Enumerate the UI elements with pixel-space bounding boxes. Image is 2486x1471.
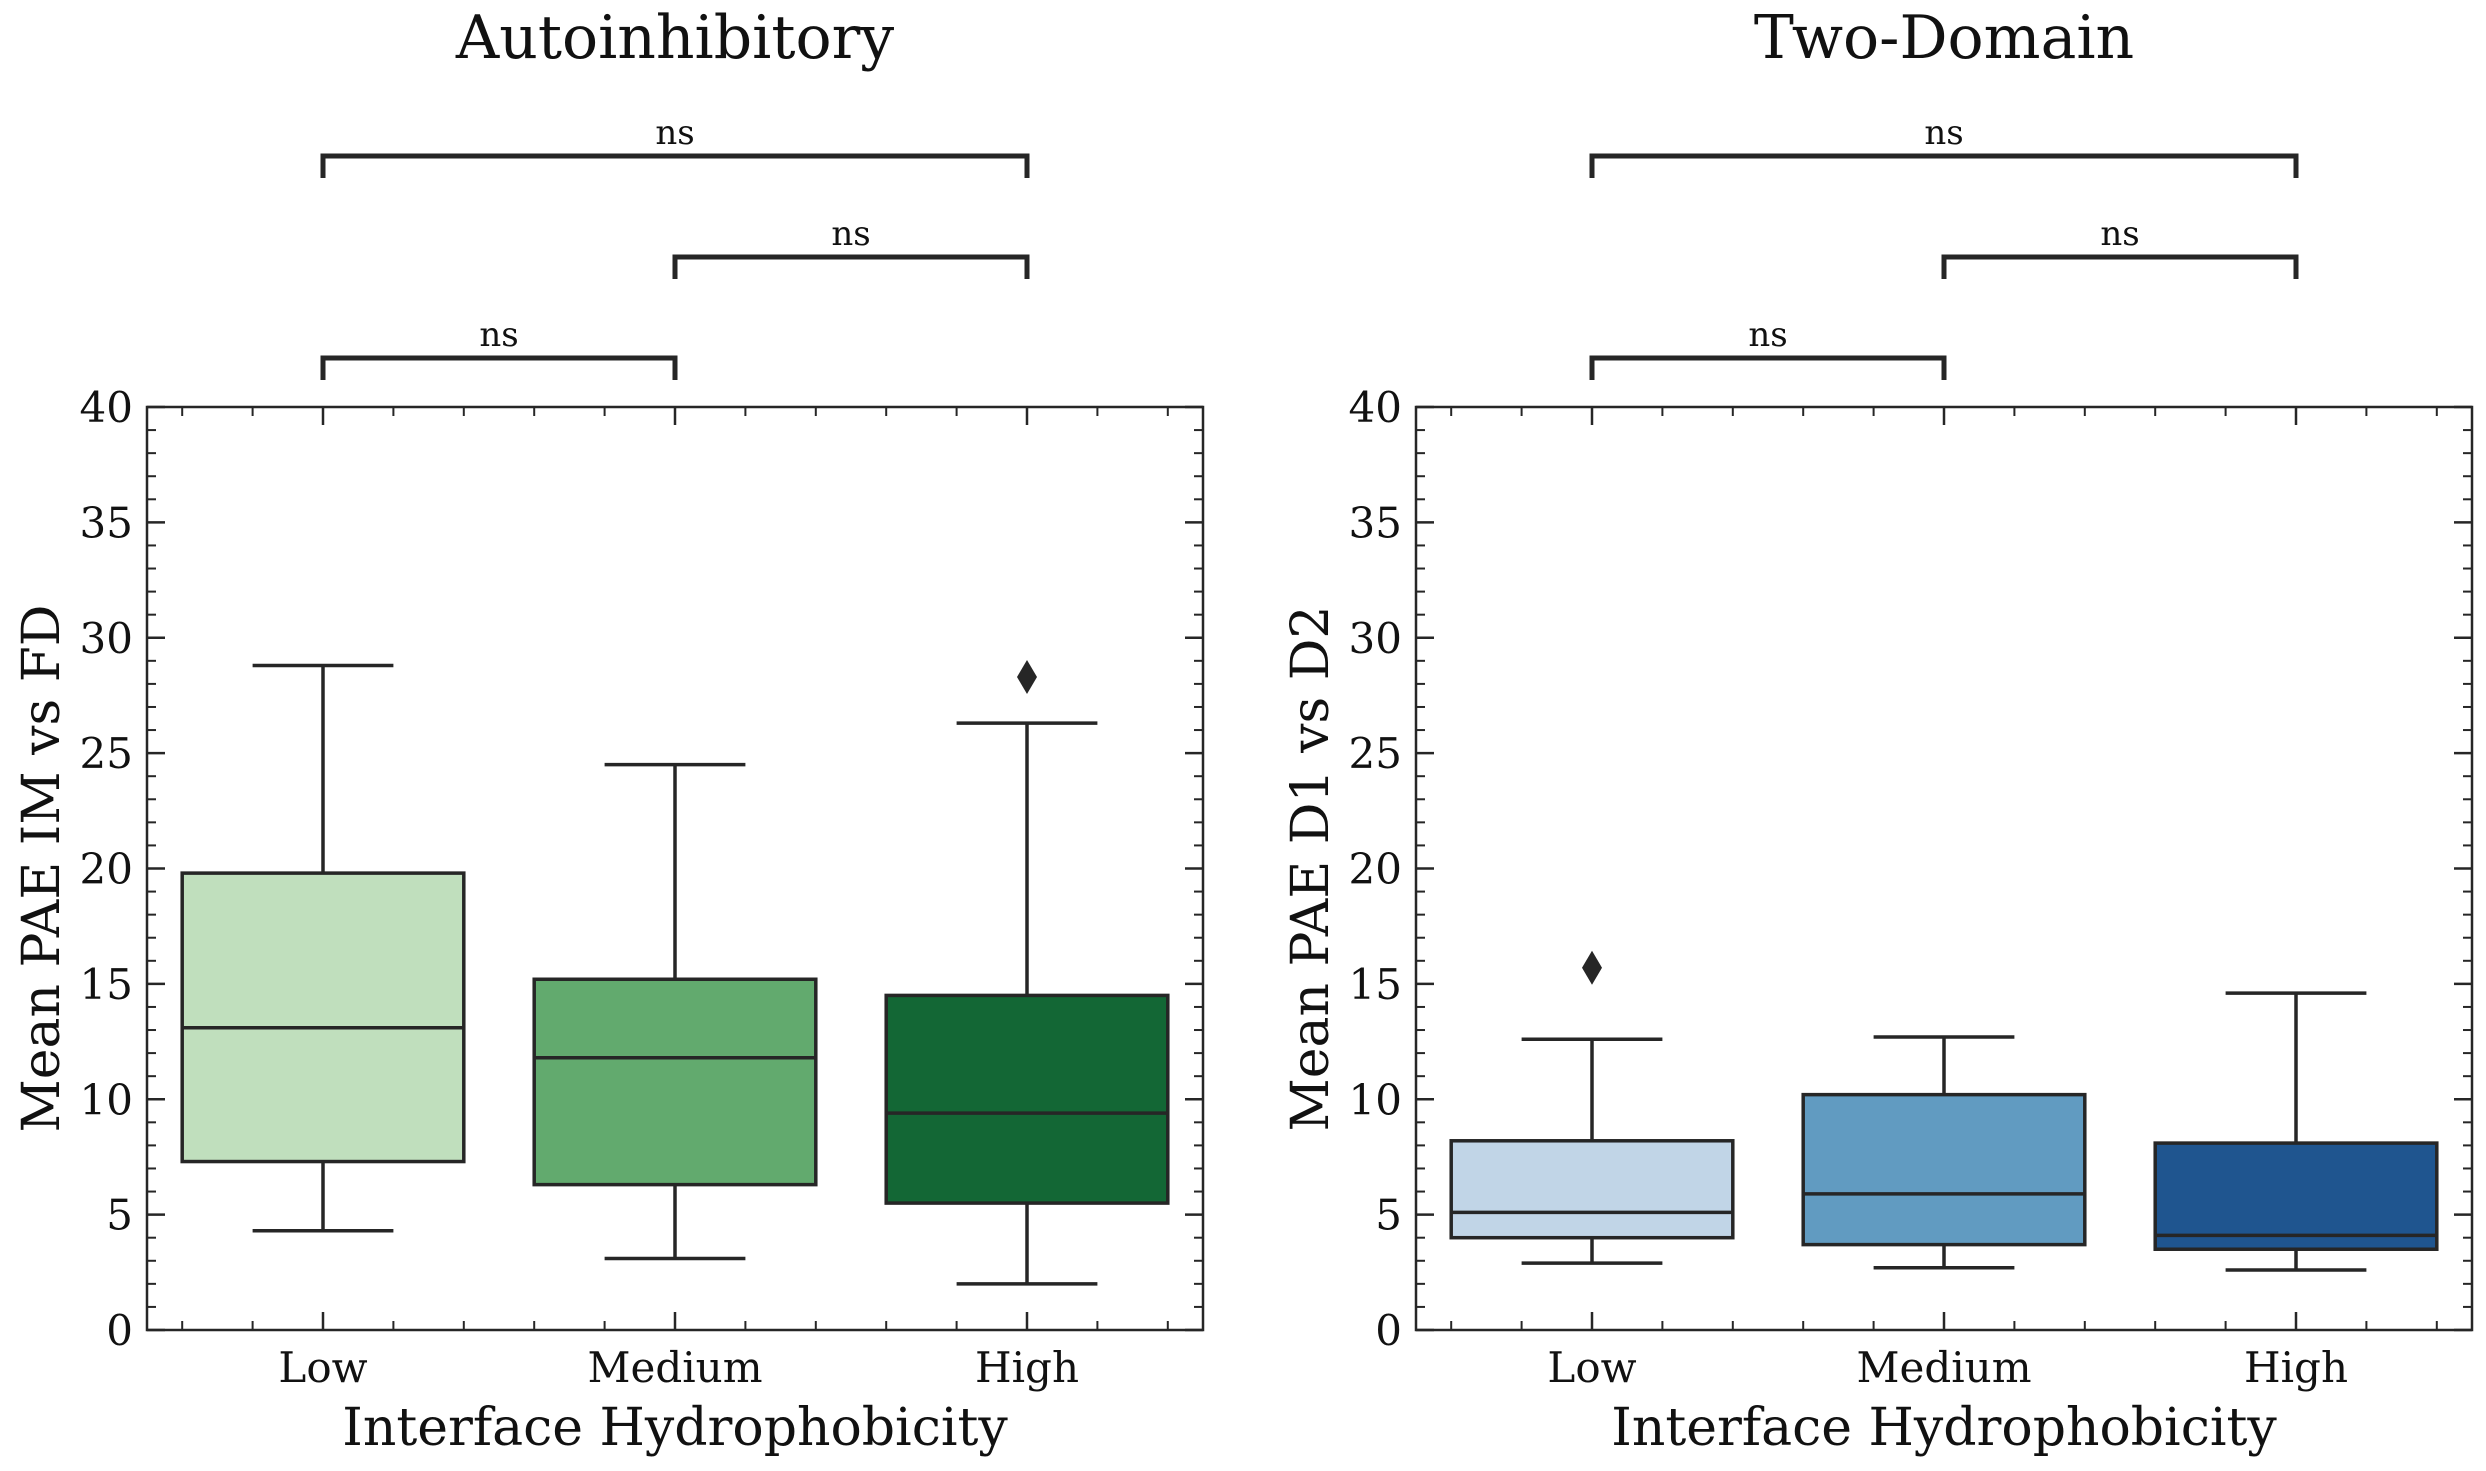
box-high [884, 659, 1170, 1286]
y-axis-label: Mean PAE IM vs FD [12, 605, 72, 1133]
box-iqr [1449, 1139, 1735, 1240]
y-tick-label: 35 [1349, 498, 1402, 547]
y-tick-label: 0 [106, 1306, 133, 1355]
significance-bracket [1589, 153, 2299, 178]
x-tick-label: Low [1547, 1343, 1636, 1392]
y-tick-label: 30 [1349, 614, 1402, 663]
box-iqr [1801, 1092, 2087, 1247]
significance-bracket [1941, 254, 2299, 279]
significance-bracket [1589, 355, 1947, 380]
significance-label: ns [655, 113, 694, 153]
panel-title: Autoinhibitory [455, 3, 894, 73]
significance-bracket [320, 355, 678, 380]
x-axis-label: Interface Hydrophobicity [342, 1398, 1008, 1458]
significance-label: ns [2100, 214, 2139, 254]
box-iqr [2153, 1141, 2439, 1251]
y-tick-label: 15 [80, 960, 133, 1009]
box-low [1449, 950, 1735, 1265]
y-tick-label: 35 [80, 498, 133, 547]
y-tick-label: 0 [1375, 1306, 1402, 1355]
outlier-marker [1017, 659, 1037, 694]
box-medium [532, 762, 818, 1261]
y-tick-label: 5 [1375, 1191, 1402, 1240]
x-axis-label: Interface Hydrophobicity [1611, 1398, 2277, 1458]
x-tick-label: High [975, 1343, 1079, 1392]
y-tick-label: 40 [80, 383, 133, 432]
significance-label: ns [479, 315, 518, 355]
y-tick-label: 20 [1349, 845, 1402, 894]
significance-bracket [320, 153, 1030, 178]
box-high [2153, 991, 2439, 1272]
y-tick-label: 25 [80, 729, 133, 778]
y-tick-label: 20 [80, 845, 133, 894]
y-tick-label: 30 [80, 614, 133, 663]
box-low [180, 663, 466, 1233]
y-tick-label: 25 [1349, 729, 1402, 778]
x-tick-label: Medium [1856, 1343, 2031, 1392]
x-tick-label: High [2244, 1343, 2348, 1392]
box-iqr [532, 977, 818, 1187]
y-axis-label: Mean PAE D1 vs D2 [1281, 606, 1341, 1132]
panel-two-domain: Two-Domain Interface Hydrophobicity Mean… [1281, 3, 2474, 1458]
x-tick-label: Medium [587, 1343, 762, 1392]
y-tick-label: 40 [1349, 383, 1402, 432]
significance-label: ns [1924, 113, 1963, 153]
y-tick-label: 5 [106, 1191, 133, 1240]
y-tick-label: 10 [1349, 1075, 1402, 1124]
significance-label: ns [1748, 315, 1787, 355]
panel-title: Two-Domain [1754, 3, 2134, 73]
y-tick-label: 10 [80, 1075, 133, 1124]
box-iqr [180, 871, 466, 1164]
box-iqr [884, 993, 1170, 1205]
significance-label: ns [831, 214, 870, 254]
y-tick-label: 15 [1349, 960, 1402, 1009]
box-medium [1801, 1035, 2087, 1270]
outlier-marker [1582, 950, 1602, 985]
panel-autoinhibitory: Autoinhibitory Interface Hydrophobicity … [12, 3, 1205, 1458]
x-tick-label: Low [278, 1343, 367, 1392]
significance-bracket [672, 254, 1030, 279]
